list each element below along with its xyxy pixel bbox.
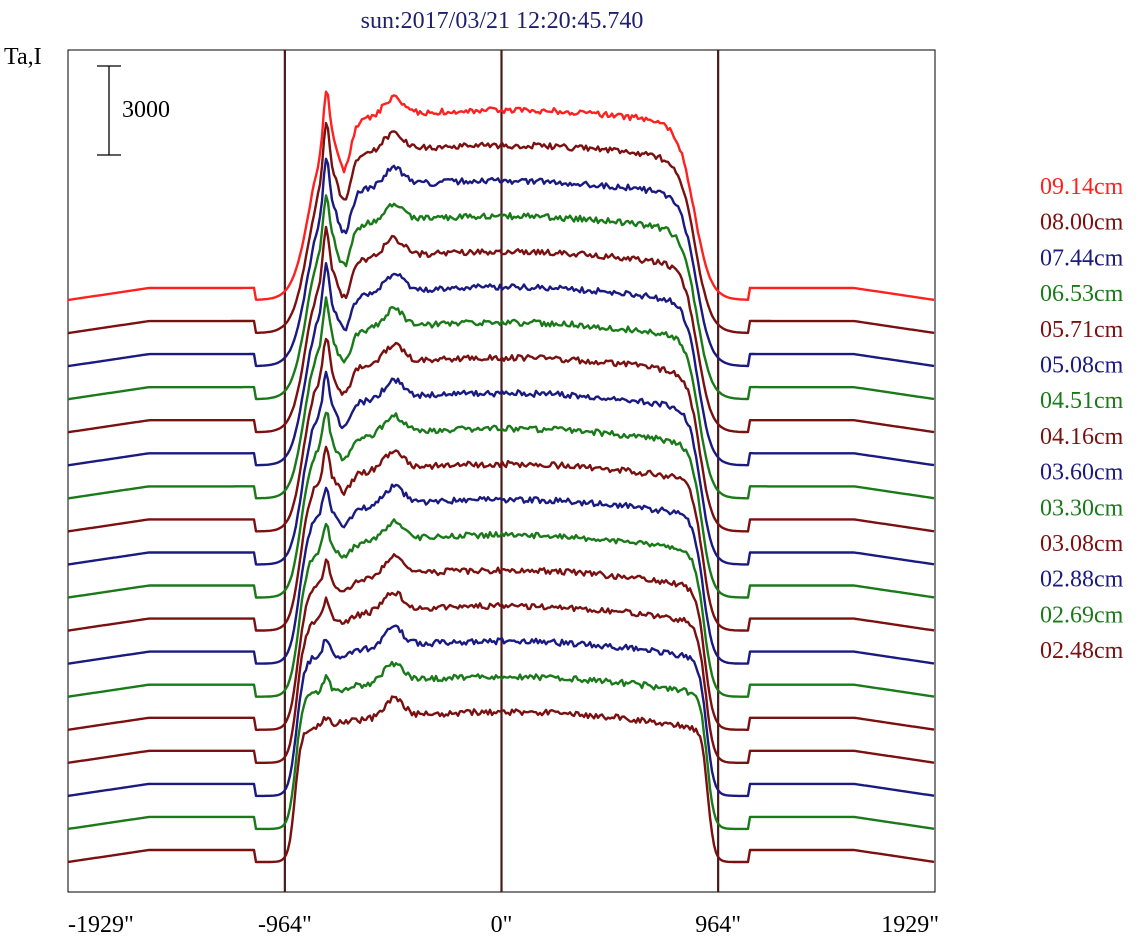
trace-8 xyxy=(67,370,935,566)
trace-6 xyxy=(67,296,935,500)
trace-1 xyxy=(67,121,935,335)
trace-2 xyxy=(67,157,935,368)
trace-15 xyxy=(67,624,935,798)
trace-12 xyxy=(67,518,935,698)
legend-entry-12: 02.69cm xyxy=(1040,602,1124,628)
vertical-lines xyxy=(283,50,720,892)
legend-entry-4: 05.71cm xyxy=(1040,317,1124,343)
trace-10 xyxy=(67,445,935,632)
legend-entry-1: 08.00cm xyxy=(1040,210,1124,236)
y-axis-label: Ta,I xyxy=(4,44,42,70)
legend-entry-8: 03.60cm xyxy=(1040,460,1124,486)
legend-entry-6: 04.51cm xyxy=(1040,388,1124,414)
x-tick-labels: -1929" -964" 0" 964" 1929" xyxy=(68,912,939,938)
trace-14 xyxy=(67,590,935,764)
legend-entry-11: 02.88cm xyxy=(1040,567,1124,593)
trace-4 xyxy=(67,225,935,434)
x-tick-label-0: -1929" xyxy=(68,912,134,938)
legend: 09.14cm 08.00cm 07.44cm 06.53cm 05.71cm 05.08… xyxy=(1040,174,1124,664)
legend-entry-0: 09.14cm xyxy=(1040,174,1124,200)
x-tick-label-2: 0" xyxy=(491,912,513,938)
trace-17 xyxy=(67,695,935,864)
scale-bar-label: 3000 xyxy=(122,97,170,123)
trace-16 xyxy=(67,660,935,831)
trace-3 xyxy=(67,194,935,401)
legend-entry-10: 03.08cm xyxy=(1040,531,1124,557)
legend-entry-2: 07.44cm xyxy=(1040,245,1124,271)
legend-entry-3: 06.53cm xyxy=(1040,281,1124,307)
x-tick-label-1: -964" xyxy=(258,912,312,938)
x-tick-label-4: 1929" xyxy=(881,912,939,938)
trace-9 xyxy=(67,411,935,599)
trace-5 xyxy=(67,262,935,467)
x-tick-label-3: 964" xyxy=(695,912,741,938)
trace-13 xyxy=(67,553,935,731)
trace-7 xyxy=(67,337,935,533)
trace-11 xyxy=(67,483,935,665)
chart-title: sun:2017/03/21 12:20:45.740 xyxy=(361,8,644,34)
legend-entry-5: 05.08cm xyxy=(1040,353,1124,379)
legend-entry-7: 04.16cm xyxy=(1040,424,1124,450)
scale-bar: 3000 xyxy=(97,65,170,156)
trace-0 xyxy=(67,90,935,302)
traces xyxy=(67,90,935,864)
legend-entry-13: 02.48cm xyxy=(1040,638,1124,664)
legend-entry-9: 03.30cm xyxy=(1040,495,1124,521)
